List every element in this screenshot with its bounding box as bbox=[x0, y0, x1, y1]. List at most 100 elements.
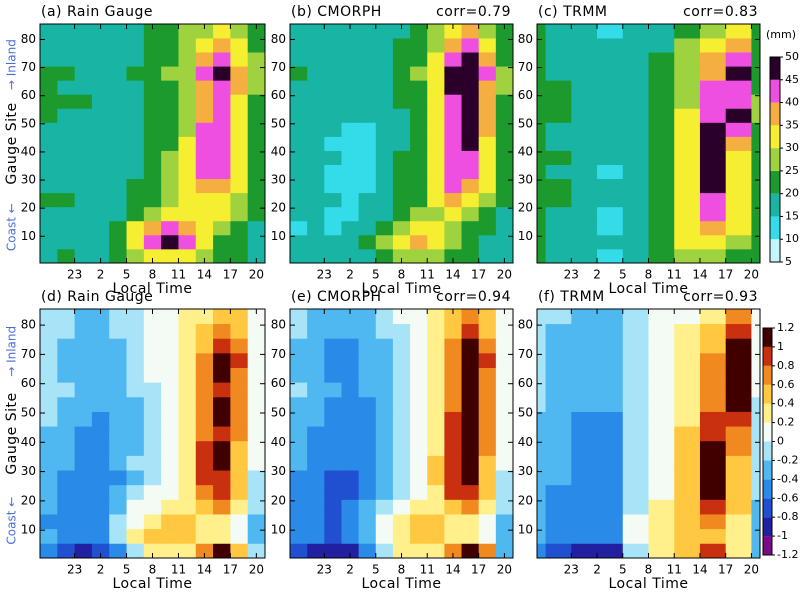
cell bbox=[358, 192, 377, 208]
cell bbox=[74, 396, 93, 412]
cell bbox=[648, 309, 675, 325]
cell bbox=[444, 455, 462, 471]
cell bbox=[358, 206, 377, 222]
cell bbox=[91, 528, 110, 544]
cell bbox=[213, 220, 231, 236]
cell bbox=[126, 543, 145, 558]
cell bbox=[751, 455, 760, 471]
cell bbox=[341, 192, 360, 208]
colorbar-tick-label: 10 bbox=[785, 232, 799, 245]
cell bbox=[478, 220, 497, 236]
colorbar-box bbox=[763, 384, 772, 404]
cell bbox=[324, 66, 342, 81]
cell bbox=[461, 206, 480, 222]
cell bbox=[40, 411, 58, 427]
cell bbox=[375, 164, 394, 180]
cell bbox=[648, 514, 675, 530]
cell bbox=[324, 338, 342, 354]
cell bbox=[444, 367, 462, 383]
cell bbox=[109, 192, 127, 208]
cell bbox=[392, 136, 411, 151]
cell bbox=[290, 470, 308, 486]
cell bbox=[195, 352, 214, 368]
cell bbox=[358, 323, 377, 339]
cell bbox=[478, 164, 497, 180]
cell bbox=[375, 206, 394, 222]
x-tick-label: 17 bbox=[718, 268, 733, 282]
cell bbox=[648, 411, 675, 427]
cell bbox=[444, 122, 462, 137]
cell bbox=[375, 396, 394, 412]
cell bbox=[478, 80, 497, 95]
cell bbox=[622, 234, 649, 250]
cell bbox=[410, 309, 428, 325]
cell bbox=[461, 192, 480, 208]
cell bbox=[91, 455, 110, 471]
y-tick-label: 80 bbox=[271, 32, 286, 46]
cell bbox=[213, 80, 231, 95]
cell bbox=[571, 338, 598, 354]
cell bbox=[290, 220, 308, 236]
cell bbox=[109, 367, 127, 383]
cell bbox=[161, 470, 179, 486]
cell bbox=[410, 80, 428, 95]
cell bbox=[161, 38, 179, 53]
cell bbox=[324, 543, 342, 558]
cell bbox=[247, 206, 265, 222]
cell bbox=[699, 220, 727, 236]
cell bbox=[230, 543, 249, 558]
cell bbox=[478, 38, 497, 53]
cell bbox=[444, 52, 462, 67]
cell bbox=[725, 499, 752, 515]
cell bbox=[495, 338, 513, 354]
cell bbox=[461, 426, 480, 442]
x-axis-label: Local Time bbox=[113, 576, 193, 592]
cell bbox=[392, 206, 411, 222]
cell bbox=[91, 136, 110, 151]
cell bbox=[427, 309, 445, 325]
cell bbox=[571, 192, 598, 208]
cell bbox=[674, 396, 701, 412]
cell bbox=[341, 136, 360, 151]
cell bbox=[324, 352, 342, 368]
cell bbox=[126, 426, 145, 442]
cell bbox=[725, 206, 752, 222]
cell bbox=[444, 543, 462, 558]
cell bbox=[648, 24, 675, 39]
cell bbox=[40, 108, 58, 123]
cell bbox=[247, 426, 265, 442]
cell bbox=[545, 382, 572, 398]
cell bbox=[699, 80, 727, 95]
cell bbox=[324, 164, 342, 180]
cell bbox=[230, 164, 249, 180]
cell bbox=[307, 396, 325, 412]
cell bbox=[674, 52, 701, 67]
cell bbox=[161, 234, 179, 250]
cell bbox=[375, 220, 394, 236]
cell bbox=[161, 220, 179, 236]
cell bbox=[537, 178, 546, 194]
cell bbox=[324, 136, 342, 151]
cell bbox=[622, 528, 649, 544]
cell bbox=[392, 234, 411, 250]
cell bbox=[40, 470, 58, 486]
x-tick-label: 23 bbox=[317, 268, 332, 282]
cell bbox=[392, 396, 411, 412]
cell bbox=[725, 367, 752, 383]
cell bbox=[341, 338, 360, 354]
cell bbox=[392, 24, 411, 39]
cell bbox=[674, 499, 701, 515]
colorbar-tick-label: -0.8 bbox=[777, 510, 798, 523]
cell bbox=[699, 484, 727, 500]
cell bbox=[597, 514, 624, 530]
cell bbox=[341, 440, 360, 456]
x-tick-label: 5 bbox=[372, 268, 380, 282]
cell bbox=[375, 178, 394, 194]
cell bbox=[444, 80, 462, 95]
cell bbox=[427, 38, 445, 53]
cell bbox=[545, 411, 572, 427]
x-tick-label: 11 bbox=[171, 268, 186, 282]
cell bbox=[40, 192, 58, 208]
cell bbox=[375, 80, 394, 95]
cell bbox=[410, 52, 428, 67]
